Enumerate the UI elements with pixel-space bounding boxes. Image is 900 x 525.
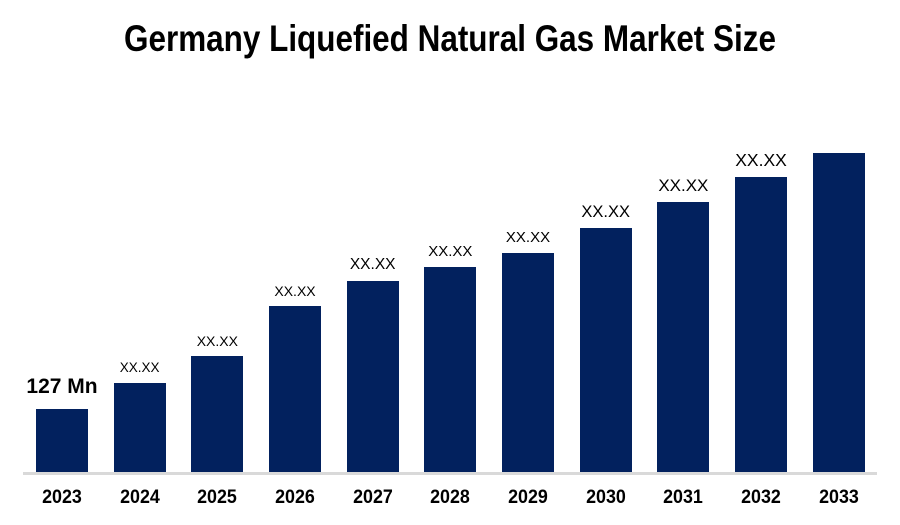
bar-value-label-2030: XX.XX [581,202,630,221]
bar-value-label-2023: 127 Mn [26,375,98,398]
x-axis-label-2032: 2032 [741,487,781,508]
x-axis-label-2027: 2027 [352,487,393,508]
bar-value-label-2032: XX.XX [735,149,787,170]
bar-value-label-2025: XX.XX [196,333,238,350]
bar-value-label-2029: XX.XX [505,229,551,247]
x-axis-label-2033: 2033 [818,487,859,508]
bar-value-label-2026: XX.XX [274,283,316,300]
bar-2027 [346,280,399,472]
bar-2026 [269,306,321,472]
x-axis-label-2023: 2023 [42,487,82,508]
x-axis-label-2026: 2026 [275,487,315,508]
x-axis-label-2030: 2030 [585,487,626,508]
bar-value-label-2028: XX.XX [428,243,473,261]
bar-value-label-2031: XX.XX [658,175,709,195]
bar-2030 [579,228,632,472]
bar-2029 [502,253,555,472]
bar-value-label-2027: XX.XX [349,256,396,274]
bar-2028 [424,267,477,472]
bar-2033 [812,152,865,472]
x-axis-label-2024: 2024 [119,487,160,508]
bar-2025 [191,356,244,472]
x-axis-label-2031: 2031 [663,487,704,508]
bar-2032 [735,177,788,472]
chart-title: Germany Liquefied Natural Gas Market Siz… [124,18,776,59]
x-axis-label-2029: 2029 [508,487,548,508]
x-axis-label-2028: 2028 [430,487,471,508]
bar-value-label-2024: XX.XX [119,360,160,376]
bar-2024 [113,382,166,472]
bar-2031 [657,201,710,472]
x-axis-label-2025: 2025 [197,487,238,508]
x-axis-line [23,472,877,475]
bar-2023 [36,409,88,472]
